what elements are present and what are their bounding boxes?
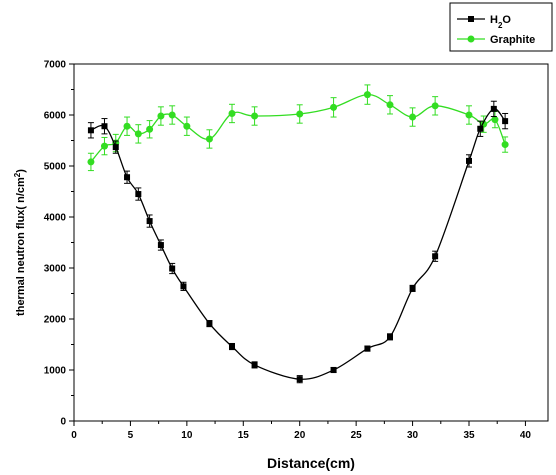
y-tick-label: 2000 [44,315,67,326]
y-tick-label: 7000 [44,60,67,71]
data-point-h2o [364,345,371,352]
data-point-graphite [123,122,131,130]
data-point-h2o [409,285,416,292]
data-point-h2o [296,376,303,383]
data-point-h2o [112,144,119,151]
data-point-graphite [183,122,191,130]
data-point-graphite [134,130,142,138]
data-point-h2o [180,283,187,290]
series-line-graphite [90,93,506,163]
data-point-graphite [146,125,154,133]
legend: H2O Graphite [449,2,553,52]
data-point-h2o [124,174,131,181]
data-point-graphite [87,158,95,166]
x-tick-label: 35 [463,430,475,441]
legend-marker-graphite [467,35,475,43]
data-point-graphite [228,109,236,117]
legend-box [449,2,553,52]
y-tick-label: 4000 [44,213,67,224]
x-tick-label: 15 [238,430,250,441]
y-axis-title: thermal neutron flux( n/cm2) [13,169,28,316]
data-point-h2o [157,242,164,249]
x-tick-label: 5 [128,430,134,441]
data-point-h2o [87,127,94,134]
data-point-graphite [491,116,499,124]
y-tick-label: 5000 [44,162,67,173]
data-point-graphite [157,112,165,120]
x-tick-label: 25 [351,430,363,441]
series-graphite [87,84,509,172]
legend-label-graphite: Graphite [490,34,535,46]
data-point-h2o [490,105,497,112]
y-tick-label: 0 [60,417,66,428]
data-point-h2o [101,123,108,130]
y-tick-label: 1000 [44,366,67,377]
series-h2o [87,100,509,384]
data-point-h2o [502,118,509,125]
x-tick-label: 20 [294,430,306,441]
data-point-h2o [466,157,472,164]
data-point-graphite [330,103,338,111]
data-point-graphite [296,110,304,118]
data-point-h2o [135,191,142,198]
legend-marker-h2o [468,16,474,22]
data-point-h2o [330,367,337,373]
data-point-graphite [205,135,213,143]
data-point-h2o [387,333,393,340]
data-point-graphite [465,111,473,119]
data-point-graphite [431,102,439,110]
data-point-h2o [206,320,213,327]
data-point-graphite [168,111,176,119]
x-tick-label: 40 [520,430,532,441]
data-point-h2o [432,253,439,260]
data-point-graphite [100,142,108,150]
plot-frame [73,63,549,422]
x-tick-label: 0 [71,430,77,441]
data-point-h2o [169,265,176,272]
x-tick-label: 30 [407,430,419,441]
data-point-h2o [229,343,235,350]
data-point-graphite [386,101,394,109]
data-point-h2o [146,218,153,225]
legend-label-h2o: H2O [490,14,511,30]
y-tick-label: 3000 [44,264,67,275]
data-point-graphite [409,113,417,121]
series-line-h2o [90,108,506,380]
data-point-h2o [477,125,484,132]
y-tick-label: 6000 [44,111,67,122]
data-point-graphite [501,141,509,149]
data-point-graphite [251,112,259,120]
x-axis-title: Distance(cm) [267,455,355,471]
data-point-h2o [251,361,258,368]
x-tick-label: 10 [181,430,193,441]
data-point-graphite [363,91,371,99]
